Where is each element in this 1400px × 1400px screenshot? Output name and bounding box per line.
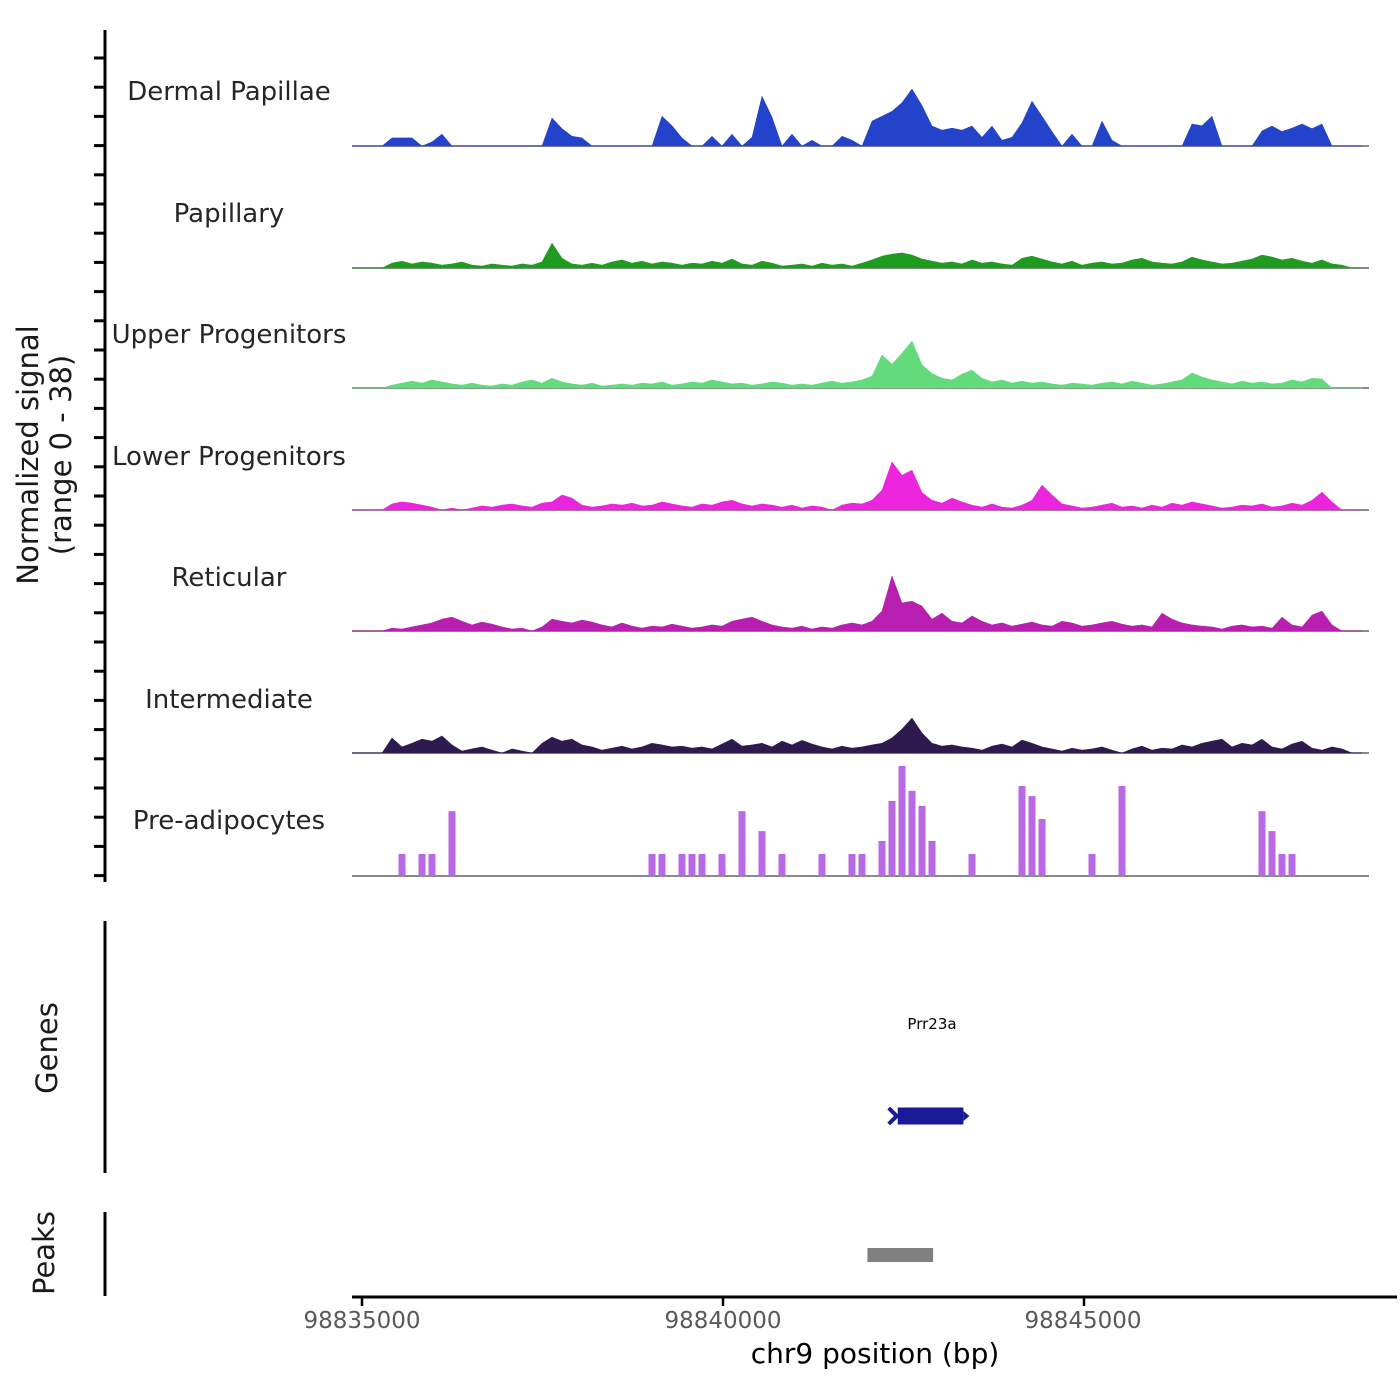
signal-area-reticular bbox=[352, 575, 1362, 632]
signal-bar-pre-adipocytes bbox=[1028, 796, 1036, 876]
signal-bar-pre-adipocytes bbox=[758, 831, 766, 876]
track-label-upper-progenitors: Upper Progenitors bbox=[112, 320, 347, 350]
signal-bar-pre-adipocytes bbox=[418, 854, 426, 876]
genes-section-label: Genes bbox=[30, 1002, 64, 1094]
x-tick-label-98845000: 98845000 bbox=[1024, 1308, 1141, 1334]
signal-bar-pre-adipocytes bbox=[1088, 854, 1096, 876]
signal-bar-pre-adipocytes bbox=[878, 841, 886, 876]
signal-bar-pre-adipocytes bbox=[968, 854, 976, 876]
track-label-papillary: Papillary bbox=[174, 199, 285, 229]
x-axis-title: chr9 position (bp) bbox=[751, 1337, 1000, 1370]
gene-body-rect bbox=[897, 1107, 964, 1125]
signal-bar-pre-adipocytes bbox=[738, 811, 746, 876]
signal-bar-pre-adipocytes bbox=[428, 854, 436, 876]
track-label-pre-adipocytes: Pre-adipocytes bbox=[133, 806, 325, 836]
signal-bar-pre-adipocytes bbox=[678, 854, 686, 876]
signal-tracks-layer bbox=[352, 88, 1369, 877]
peak-box-layer bbox=[867, 1248, 934, 1262]
signal-area-intermediate bbox=[352, 717, 1362, 754]
track-label-dermal-papillae: Dermal Papillae bbox=[127, 77, 331, 107]
signal-bar-pre-adipocytes bbox=[648, 854, 656, 876]
signal-bar-pre-adipocytes bbox=[1258, 811, 1266, 876]
signal-bar-pre-adipocytes bbox=[1268, 831, 1276, 876]
signal-area-dermal-papillae bbox=[352, 88, 1362, 147]
signal-area-lower-progenitors bbox=[352, 461, 1362, 511]
signal-bar-pre-adipocytes bbox=[1118, 786, 1126, 876]
signal-area-papillary bbox=[352, 242, 1362, 269]
signal-bar-pre-adipocytes bbox=[1018, 786, 1026, 876]
signal-bar-pre-adipocytes bbox=[1038, 819, 1046, 876]
gene-strand-chevron bbox=[887, 1106, 900, 1126]
signal-bar-pre-adipocytes bbox=[848, 854, 856, 876]
gene-glyph-layer bbox=[887, 1106, 970, 1126]
signal-area-upper-progenitors bbox=[352, 340, 1362, 389]
signal-bar-pre-adipocytes bbox=[918, 805, 926, 876]
peaks-section-label: Peaks bbox=[27, 1211, 61, 1295]
signal-bar-pre-adipocytes bbox=[398, 854, 406, 876]
gene-arrow-tip bbox=[963, 1111, 970, 1121]
signal-bar-pre-adipocytes bbox=[718, 854, 726, 876]
signal-bar-pre-adipocytes bbox=[908, 790, 916, 876]
signal-bar-pre-adipocytes bbox=[888, 801, 896, 876]
peak-box bbox=[867, 1248, 934, 1262]
signal-bar-pre-adipocytes bbox=[448, 811, 456, 876]
signal-bar-pre-adipocytes bbox=[658, 854, 666, 876]
signal-bar-pre-adipocytes bbox=[778, 854, 786, 876]
signal-bar-pre-adipocytes bbox=[898, 766, 906, 876]
signal-bar-pre-adipocytes bbox=[928, 841, 936, 876]
signal-bar-pre-adipocytes bbox=[1288, 854, 1296, 876]
track-label-intermediate: Intermediate bbox=[145, 685, 313, 715]
x-tick-label-98835000: 98835000 bbox=[303, 1308, 420, 1334]
x-axis-ticks bbox=[360, 1297, 1086, 1306]
track-label-lower-progenitors: Lower Progenitors bbox=[112, 442, 346, 472]
y-axis-label-line2: (range 0 - 38) bbox=[44, 355, 78, 555]
signal-bar-pre-adipocytes bbox=[688, 854, 696, 876]
x-tick-label-98840000: 98840000 bbox=[664, 1308, 781, 1334]
gene-name-label: Prr23a bbox=[907, 1015, 956, 1033]
y-axis-label-line1: Normalized signal bbox=[11, 325, 45, 584]
signal-y-axis-ticks bbox=[94, 56, 105, 878]
signal-bar-pre-adipocytes bbox=[1278, 854, 1286, 876]
signal-bar-pre-adipocytes bbox=[858, 854, 866, 876]
signal-bar-pre-adipocytes bbox=[818, 854, 826, 876]
signal-bar-pre-adipocytes bbox=[698, 854, 706, 876]
track-label-reticular: Reticular bbox=[172, 563, 287, 593]
